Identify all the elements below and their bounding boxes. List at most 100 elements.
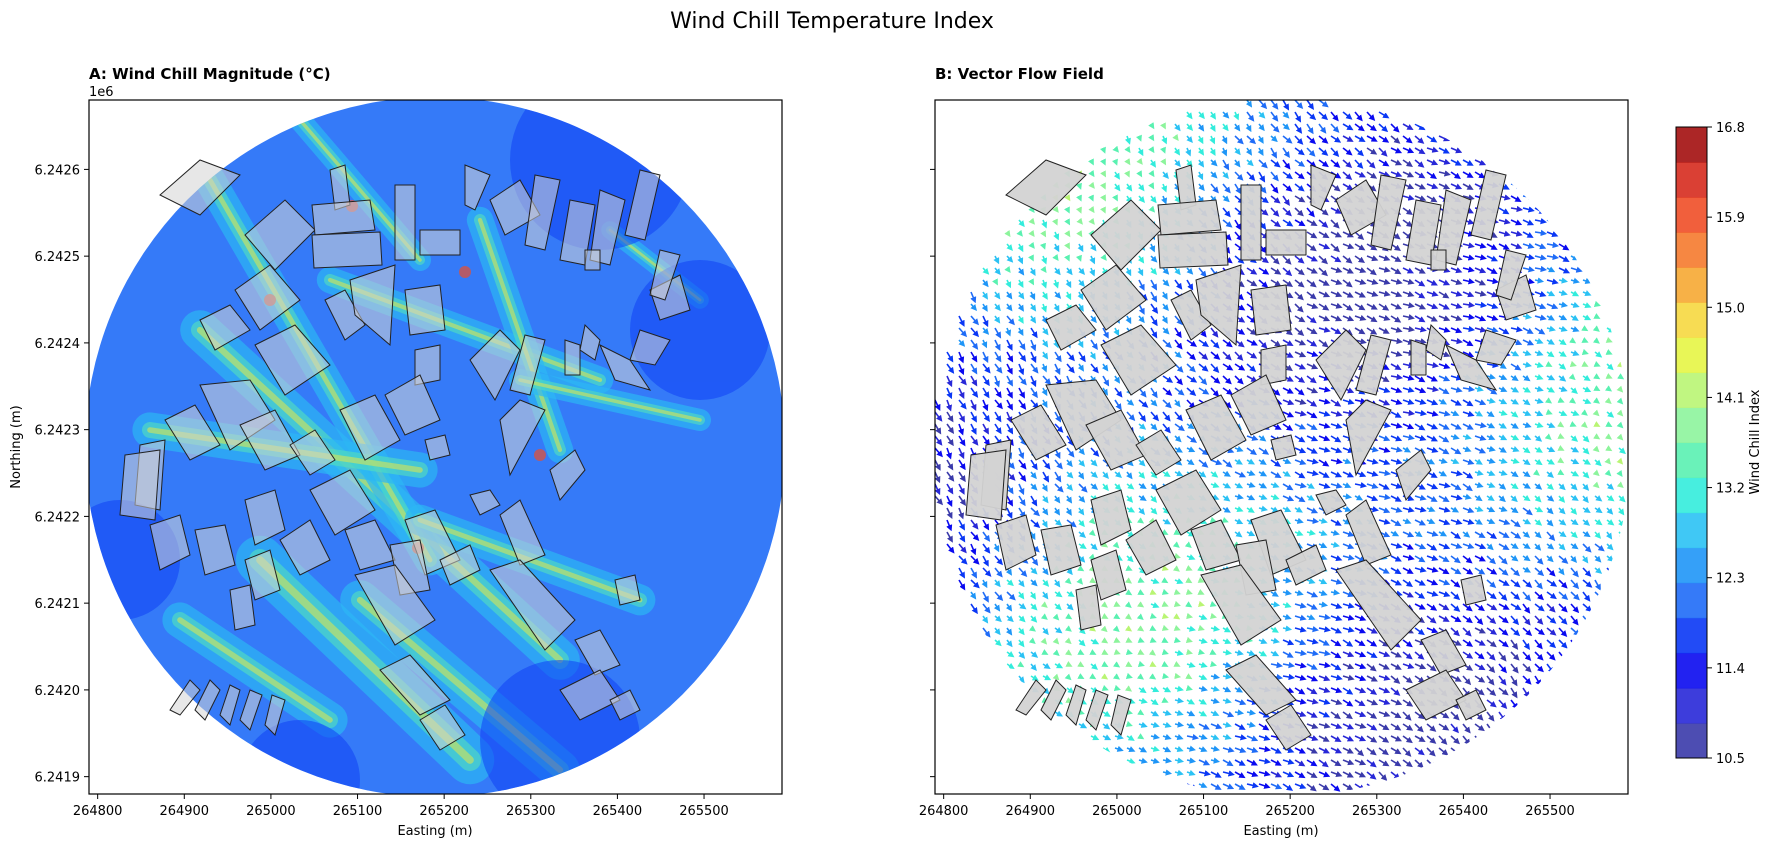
flow-vector xyxy=(1594,555,1602,563)
flow-vector xyxy=(1522,398,1531,406)
flow-vector xyxy=(1342,291,1354,298)
flow-vector xyxy=(1438,363,1451,370)
flow-vector xyxy=(1090,459,1098,467)
flow-vector xyxy=(1414,494,1427,501)
flow-vector xyxy=(1161,661,1169,667)
flow-vector xyxy=(1150,399,1158,407)
flow-vector xyxy=(1270,459,1282,467)
flow-vector xyxy=(1534,243,1547,250)
flow-vector xyxy=(1124,158,1131,166)
flow-vector xyxy=(1510,651,1520,661)
flow-vector xyxy=(1294,435,1306,443)
colorbar-tick-label: 15.0 xyxy=(1716,301,1745,316)
flow-vector xyxy=(994,363,1003,374)
flow-vector xyxy=(1426,590,1439,597)
flow-vector xyxy=(1390,123,1400,133)
flow-vector xyxy=(1270,339,1282,347)
flow-vector xyxy=(1306,411,1318,419)
flow-vector xyxy=(1570,266,1583,273)
flow-vector xyxy=(1294,639,1307,646)
flow-vector xyxy=(1342,171,1353,181)
flow-vector xyxy=(1522,206,1535,213)
flow-vector xyxy=(1245,147,1253,156)
flow-vector xyxy=(1330,723,1343,730)
flow-vector xyxy=(1462,242,1475,249)
flow-vector xyxy=(1414,651,1425,660)
building-footprint xyxy=(1200,564,1282,646)
flow-vector xyxy=(1006,303,1013,312)
flow-vector xyxy=(1414,135,1425,144)
flow-vector xyxy=(1402,675,1413,684)
flow-vector xyxy=(1222,506,1231,513)
flow-vector xyxy=(1342,183,1354,191)
flow-vector xyxy=(1282,651,1294,658)
flow-vector xyxy=(1414,555,1426,563)
flow-vector xyxy=(1030,351,1037,364)
flow-vector xyxy=(1306,435,1319,442)
flow-vector xyxy=(1486,314,1499,321)
flow-vector xyxy=(1222,375,1232,385)
flow-vector xyxy=(1402,219,1413,228)
flow-vector xyxy=(1150,483,1158,491)
flow-vector xyxy=(1306,279,1317,288)
flow-vector xyxy=(1581,348,1589,355)
flow-vector xyxy=(1125,267,1132,277)
flow-vector xyxy=(1581,555,1589,564)
flow-vector xyxy=(1245,123,1252,133)
flow-vector xyxy=(1546,218,1559,226)
flow-vector xyxy=(1210,697,1220,704)
flow-vector xyxy=(1402,591,1414,598)
flow-vector xyxy=(1306,123,1314,135)
flow-vector xyxy=(1282,267,1293,277)
flow-vector xyxy=(1174,351,1182,359)
flow-vector xyxy=(946,435,954,447)
flow-vector xyxy=(1162,769,1173,776)
flow-vector xyxy=(1534,483,1543,490)
flow-vector xyxy=(1078,722,1088,729)
flow-vector xyxy=(1234,518,1244,525)
flow-vector xyxy=(1006,579,1014,587)
flow-vector xyxy=(1462,410,1475,417)
flow-vector xyxy=(1294,315,1306,323)
flow-vector xyxy=(1090,243,1097,252)
flow-vector xyxy=(1510,398,1519,405)
panel-a-buildings xyxy=(119,159,691,751)
flow-vector xyxy=(1306,399,1318,407)
flow-vector xyxy=(1546,231,1559,238)
flow-vector xyxy=(1534,458,1543,466)
flow-vector xyxy=(1366,135,1378,142)
flow-vector xyxy=(1258,339,1268,349)
flow-vector xyxy=(1234,493,1244,500)
flow-vector xyxy=(1054,710,1064,717)
colorbar-level xyxy=(1676,652,1707,689)
flow-vector xyxy=(1270,759,1282,766)
flow-vector xyxy=(1162,327,1170,335)
flow-vector xyxy=(981,339,988,349)
flow-vector xyxy=(1330,243,1340,253)
flow-vector xyxy=(1402,171,1415,178)
flow-vector xyxy=(1258,757,1271,765)
flow-vector xyxy=(1414,338,1427,345)
flow-vector xyxy=(1342,711,1353,720)
flow-vector xyxy=(1342,123,1354,131)
flow-vector xyxy=(1041,649,1049,655)
flow-vector xyxy=(1522,566,1531,573)
flow-vector xyxy=(1294,602,1307,609)
flow-vector xyxy=(1546,266,1556,273)
flow-vector xyxy=(1570,579,1580,590)
flow-vector xyxy=(1330,674,1343,681)
flow-vector xyxy=(1438,183,1451,190)
flow-vector xyxy=(1510,506,1519,514)
flow-vector xyxy=(1125,565,1133,571)
flow-vector xyxy=(1209,516,1217,523)
flow-vector xyxy=(1378,687,1391,694)
building-footprint xyxy=(965,449,1007,521)
flow-vector xyxy=(1402,446,1412,453)
flow-vector xyxy=(1486,651,1496,661)
colorbar-frame xyxy=(1675,126,1708,759)
flow-vector xyxy=(1486,723,1495,734)
flow-vector xyxy=(1246,709,1257,716)
flow-vector xyxy=(1366,327,1378,335)
flow-vector xyxy=(1318,517,1328,524)
flow-vector xyxy=(1222,686,1232,693)
